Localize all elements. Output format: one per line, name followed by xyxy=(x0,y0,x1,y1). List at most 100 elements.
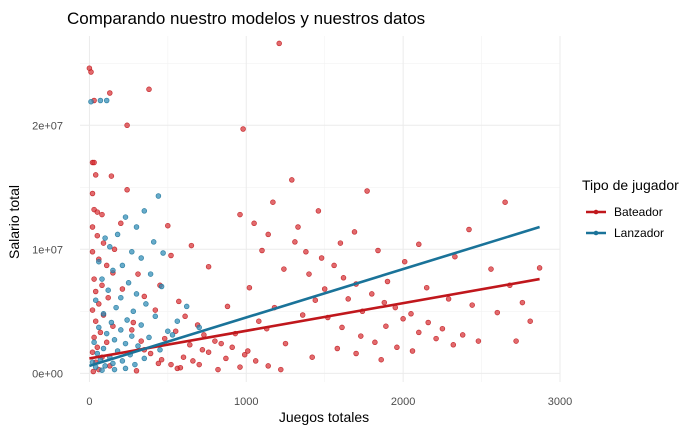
data-point-bateador xyxy=(224,303,231,310)
data-point-bateador xyxy=(89,224,96,230)
data-point-lanzador xyxy=(129,333,135,339)
data-point-bateador xyxy=(459,332,466,338)
data-point-bateador xyxy=(107,90,113,96)
data-point-bateador xyxy=(182,313,188,320)
data-point-lanzador xyxy=(88,98,94,105)
y-axis-title: Salario total xyxy=(6,185,22,259)
trend-line-lanzador xyxy=(89,225,540,368)
y-axis-tick-labels: 0e+00 1e+07 2e+07 xyxy=(32,120,63,380)
data-point-lanzador xyxy=(108,319,115,326)
data-point-lanzador xyxy=(105,287,111,293)
data-point-bateador xyxy=(141,293,148,300)
data-point-bateador xyxy=(176,298,182,305)
data-point-bateador xyxy=(245,348,251,354)
data-point-bateador xyxy=(133,368,140,374)
data-point-lanzador xyxy=(111,366,118,373)
data-point-bateador xyxy=(309,354,315,360)
data-point-bateador xyxy=(375,247,381,254)
data-point-bateador xyxy=(118,220,124,227)
data-point-bateador xyxy=(165,222,171,229)
data-point-lanzador xyxy=(122,214,129,220)
data-point-bateador xyxy=(409,348,416,354)
legend-label-lanzador: Lanzador xyxy=(614,226,664,240)
data-point-bateador xyxy=(469,302,475,308)
data-point-lanzador xyxy=(124,317,130,323)
x-tick-label: 0 xyxy=(86,396,92,408)
data-point-bateador xyxy=(96,301,102,307)
data-point-bateador xyxy=(89,249,96,255)
data-point-lanzador xyxy=(100,345,107,352)
data-point-bateador xyxy=(218,340,224,347)
data-point-bateador xyxy=(99,282,105,289)
data-point-bateador xyxy=(259,247,265,254)
data-point-bateador xyxy=(146,86,152,93)
data-point-bateador xyxy=(276,40,282,47)
data-point-bateador xyxy=(265,231,271,238)
data-point-bateador xyxy=(401,258,408,265)
data-point-bateador xyxy=(89,190,96,197)
data-point-bateador xyxy=(172,328,179,334)
x-tick-label: 3000 xyxy=(548,396,572,408)
data-point-bateador xyxy=(256,318,262,324)
data-point-lanzador xyxy=(132,361,138,368)
data-point-bateador xyxy=(318,255,325,261)
data-point-lanzador xyxy=(155,193,162,199)
data-point-lanzador xyxy=(133,291,140,297)
data-point-lanzador xyxy=(143,301,149,307)
data-point-bateador xyxy=(135,271,141,277)
legend-key-bateador-point xyxy=(593,209,599,215)
data-point-bateador xyxy=(201,332,207,338)
y-tick-label: 0e+00 xyxy=(32,368,63,380)
data-point-lanzador xyxy=(99,276,105,282)
data-point-lanzador xyxy=(133,224,140,230)
data-point-bateador xyxy=(331,262,337,269)
data-point-bateador xyxy=(351,229,358,235)
legend-key-lanzador-point xyxy=(593,230,599,236)
data-point-bateador xyxy=(155,360,162,367)
data-point-bateador xyxy=(315,208,322,214)
data-point-bateador xyxy=(383,323,389,329)
legend-item-lanzador: Lanzador xyxy=(586,226,664,240)
data-point-lanzador xyxy=(103,97,110,104)
data-point-bateador xyxy=(252,358,259,364)
data-point-bateador xyxy=(129,327,135,333)
data-point-lanzador xyxy=(122,365,129,372)
data-point-bateador xyxy=(241,351,248,358)
data-point-bateador xyxy=(190,358,196,364)
x-axis-tick-labels: 0 1000 2000 3000 xyxy=(86,396,572,408)
data-point-lanzador xyxy=(152,313,159,320)
data-point-bateador xyxy=(295,224,301,230)
data-point-bateador xyxy=(92,172,99,178)
data-point-bateador xyxy=(124,187,130,193)
legend-item-bateador: Bateador xyxy=(586,205,663,219)
data-point-bateador xyxy=(278,366,284,373)
data-point-bateador xyxy=(450,342,457,348)
data-point-bateador xyxy=(536,265,543,271)
data-point-bateador xyxy=(299,312,306,318)
chart-title: Comparando nuestro modelos y nuestros da… xyxy=(67,9,425,28)
data-point-bateador xyxy=(94,344,101,351)
legend-title: Tipo de jugador xyxy=(582,177,679,193)
data-point-bateador xyxy=(281,266,287,272)
data-point-bateador xyxy=(439,325,446,332)
data-point-bateador xyxy=(246,284,253,291)
data-point-bateador xyxy=(494,309,501,316)
data-point-bateador xyxy=(168,252,174,259)
data-point-bateador xyxy=(152,307,159,313)
data-point-lanzador xyxy=(103,330,110,337)
data-point-bateador xyxy=(237,211,243,218)
data-point-bateador xyxy=(475,338,482,344)
legend: Tipo de jugador Bateador Lanzador xyxy=(582,177,679,240)
data-point-bateador xyxy=(408,311,414,317)
data-point-lanzador xyxy=(147,271,154,277)
data-point-bateador xyxy=(119,286,126,292)
data-point-bateador xyxy=(158,356,165,363)
data-point-lanzador xyxy=(122,340,129,347)
data-point-lanzador xyxy=(107,244,113,250)
data-point-bateador xyxy=(199,347,206,353)
data-point-bateador xyxy=(99,211,105,218)
data-point-lanzador xyxy=(138,322,144,328)
data-point-bateador xyxy=(369,291,375,297)
